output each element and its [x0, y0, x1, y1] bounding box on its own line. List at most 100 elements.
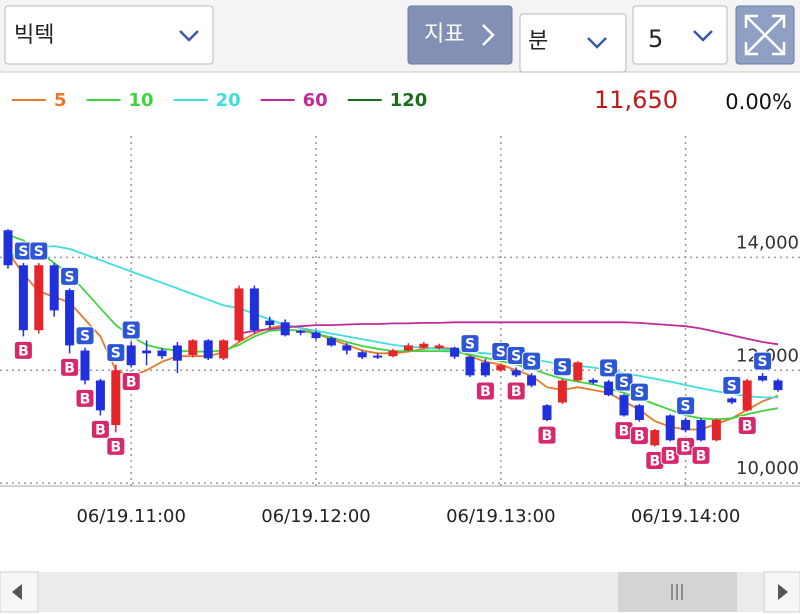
indicator-label[interactable]: 지표: [424, 22, 464, 47]
signal-label: S: [34, 244, 44, 260]
signal-box: [60, 266, 80, 286]
expand-icon[interactable]: [744, 14, 786, 56]
candle-body: [373, 355, 383, 358]
signal-marker: S: [614, 372, 634, 392]
candle-body: [265, 320, 275, 326]
candle-body: [557, 380, 567, 403]
ma-line: [238, 321, 779, 346]
indicator-button[interactable]: 지표: [407, 5, 513, 65]
thumb-grip[interactable]: [671, 584, 683, 600]
x-tick-label: 06/19.11:00: [76, 506, 185, 527]
signal-label: S: [496, 345, 506, 361]
signal-box: [475, 381, 495, 401]
dropdown-arrow[interactable]: [587, 37, 607, 49]
candle-body: [542, 405, 552, 420]
period-select[interactable]: 5: [632, 5, 728, 65]
price: 11,650: [594, 86, 678, 114]
signal-label: B: [95, 422, 106, 438]
unit-select[interactable]: 분: [519, 13, 627, 73]
candle-body: [511, 370, 521, 376]
ma-line: [7, 251, 779, 431]
candle-body: [696, 419, 706, 441]
signal-marker: S: [29, 241, 49, 261]
signal-marker: B: [475, 381, 495, 401]
signal-label: B: [126, 374, 137, 390]
signal-label: B: [619, 424, 630, 440]
candle-body: [142, 350, 152, 354]
signal-label: S: [634, 385, 644, 401]
dropdown-arrow[interactable]: [693, 30, 713, 42]
signal-marker: S: [106, 343, 126, 363]
candle-body: [126, 345, 136, 366]
signal-box: [75, 326, 95, 346]
signal-box: [121, 371, 141, 391]
signal-box: [460, 334, 480, 354]
unit-select-box[interactable]: [519, 13, 627, 73]
candle-body: [342, 345, 352, 351]
candle-body: [773, 380, 783, 391]
signal-marker: B: [60, 357, 80, 377]
signal-box: [121, 320, 141, 340]
left-arrow[interactable]: [12, 584, 22, 600]
stock-select-box[interactable]: [4, 5, 214, 65]
signal-box: [552, 357, 572, 377]
signal-marker: B: [691, 445, 711, 465]
signal-marker: S: [121, 320, 141, 340]
signal-label: S: [604, 361, 614, 377]
stock-name[interactable]: 빅텍: [14, 23, 54, 48]
expand-button[interactable]: [735, 5, 795, 65]
signal-box: [737, 415, 757, 435]
signal-marker: S: [460, 334, 480, 354]
signal-label: S: [557, 360, 567, 376]
candle-body: [80, 350, 90, 381]
signal-label: S: [65, 269, 75, 285]
right-arrow[interactable]: [778, 584, 788, 600]
scrollbar[interactable]: [0, 571, 800, 613]
y-tick-label: 14,000: [736, 232, 799, 253]
signal-box: [75, 388, 95, 408]
ma-line: [7, 245, 778, 399]
signal-box: [522, 351, 542, 371]
stock-select[interactable]: 빅텍: [4, 5, 214, 65]
legend-label: 10: [129, 90, 154, 111]
candle-body: [172, 345, 182, 361]
signal-label: S: [758, 354, 768, 370]
signal-marker: S: [676, 396, 696, 416]
candle-body: [665, 415, 675, 441]
signal-label: S: [465, 337, 475, 353]
candle-body: [326, 338, 336, 346]
candle-body: [496, 365, 506, 371]
signal-label: B: [480, 384, 491, 400]
signal-box: [614, 372, 634, 392]
signal-marker: S: [75, 326, 95, 346]
candle-body: [296, 330, 306, 333]
chevron[interactable]: [482, 24, 495, 46]
signal-label: S: [619, 375, 629, 391]
candle-body: [604, 381, 614, 396]
candle-body: [727, 398, 737, 403]
candle-body: [280, 322, 290, 336]
signal-box: [13, 340, 33, 360]
indicator-button-box[interactable]: [407, 5, 513, 65]
signal-box: [106, 436, 126, 456]
candle-body: [34, 265, 44, 331]
signal-marker: B: [106, 436, 126, 456]
signal-box: [90, 419, 110, 439]
period-select-box[interactable]: [632, 5, 728, 65]
signal-marker: B: [506, 381, 526, 401]
signal-label: B: [696, 448, 707, 464]
candle-body: [619, 395, 629, 416]
signal-label: B: [634, 429, 645, 445]
signal-box: [753, 351, 773, 371]
change-rate: 0.00%: [725, 90, 792, 114]
signal-box: [629, 426, 649, 446]
candle-body: [527, 375, 537, 386]
legend-label: 20: [216, 90, 241, 111]
candle-body: [188, 340, 198, 356]
candle-body: [65, 290, 75, 346]
period-label[interactable]: 5: [648, 25, 663, 53]
candle-body: [465, 356, 475, 376]
dropdown-arrow[interactable]: [179, 30, 199, 42]
unit-label[interactable]: 분: [528, 29, 548, 54]
